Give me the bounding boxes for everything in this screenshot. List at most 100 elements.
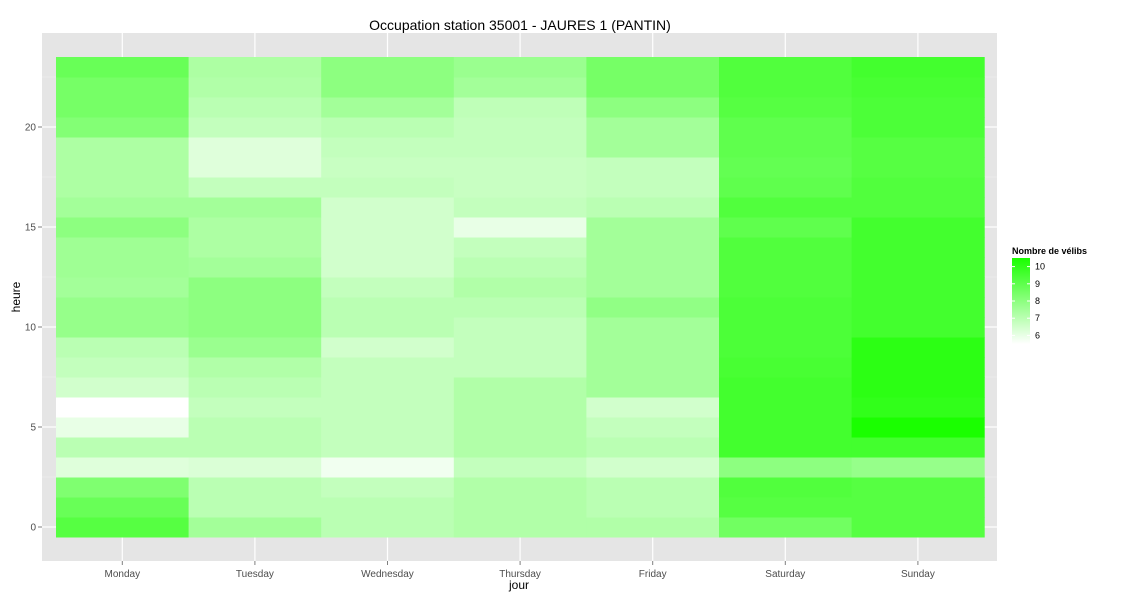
heatmap-tile [453,377,587,398]
y-axis-ticks: 0 5 10 15 20 [25,123,42,534]
heatmap-tile [321,517,455,538]
heatmap-tile [851,217,985,238]
heatmap-tile [851,277,985,298]
heatmap-tile [188,57,322,78]
heatmap-tile [321,397,455,418]
heatmap-tile [719,457,853,478]
heatmap-tile [56,517,190,538]
heatmap-tile [321,357,455,378]
heatmap-tile [453,477,587,498]
heatmap-tile [188,397,322,418]
heatmap-tile [719,197,853,218]
legend-tick-label: 6 [1035,330,1040,340]
heatmap-tile [453,177,587,198]
heatmap-tile [851,157,985,178]
heatmap-tile [453,217,587,238]
legend-tick-label: 8 [1035,296,1040,306]
heatmap-tile [586,517,720,538]
heatmap-tile [719,377,853,398]
heatmap-tile [453,497,587,518]
heatmap-tile [56,257,190,278]
heatmap-tile [851,297,985,318]
x-tick-label: Thursday [499,569,541,580]
heatmap-tile [586,177,720,198]
heatmap-tile [586,437,720,458]
chart-title: Occupation station 35001 - JAURES 1 (PAN… [369,17,671,33]
heatmap-tile [321,77,455,98]
heatmap-tile [586,197,720,218]
heatmap-tile [56,497,190,518]
heatmap-tile [188,137,322,158]
heatmap-tile [321,57,455,78]
heatmap-tile [719,317,853,338]
heatmap-tile [188,257,322,278]
heatmap-tile [321,417,455,438]
heatmap-tile [453,397,587,418]
heatmap-tile [586,137,720,158]
heatmap-tile [851,477,985,498]
heatmap-tile [851,457,985,478]
heatmap-tile [188,217,322,238]
heatmap-tile [56,217,190,238]
heatmap-tile [56,477,190,498]
heatmap-tile [453,297,587,318]
heatmap-tile [321,477,455,498]
legend-tick-label: 7 [1035,313,1040,323]
heatmap-tile [586,417,720,438]
y-axis-label: heure [9,281,23,312]
heatmap-tile [719,217,853,238]
heatmap-tile [851,417,985,438]
heatmap-tile [719,337,853,358]
heatmap-tile [188,97,322,118]
heatmap-tile [188,337,322,358]
heatmap-tile [851,177,985,198]
heatmap-tile [453,137,587,158]
heatmap-tile [188,237,322,258]
heatmap-tile [56,377,190,398]
y-tick-label: 15 [25,223,37,234]
heatmap-tile [586,337,720,358]
legend-colorbar [1012,258,1030,344]
heatmap-tile [188,197,322,218]
heatmap-tile [188,477,322,498]
heatmap-tile [321,457,455,478]
heatmap-tile [188,517,322,538]
heatmap-tile [321,337,455,358]
x-tick-label: Tuesday [236,569,274,580]
heatmap-tile [851,337,985,358]
heatmap-tile [56,437,190,458]
heatmap-tile [453,277,587,298]
heatmap-tile [719,57,853,78]
heatmap-tile [188,277,322,298]
heatmap-tile [586,377,720,398]
x-tick-label: Sunday [901,569,935,580]
heatmap-tiles [56,57,985,538]
heatmap-tile [188,457,322,478]
heatmap-tile [719,237,853,258]
y-tick-label: 20 [25,123,37,134]
heatmap-tile [56,57,190,78]
x-axis-ticks: Monday Tuesday Wednesday Thursday Friday Satu… [105,561,935,580]
heatmap-tile [188,437,322,458]
heatmap-tile [586,117,720,138]
color-legend: Nombre de vélibs 6 7 8 9 10 [1012,246,1087,344]
heatmap-tile [321,157,455,178]
heatmap-tile [321,237,455,258]
heatmap-tile [188,357,322,378]
heatmap-tile [321,317,455,338]
heatmap-tile [851,437,985,458]
heatmap-tile [188,317,322,338]
heatmap-tile [719,437,853,458]
heatmap-tile [851,197,985,218]
heatmap-tile [586,317,720,338]
heatmap-tile [851,117,985,138]
heatmap-tile [321,497,455,518]
y-tick-label: 0 [30,523,36,534]
y-tick-label: 10 [25,323,37,334]
heatmap-tile [321,197,455,218]
heatmap-tile [453,457,587,478]
heatmap-tile [453,117,587,138]
heatmap-tile [321,97,455,118]
heatmap-tile [586,237,720,258]
x-tick-label: Wednesday [361,569,414,580]
